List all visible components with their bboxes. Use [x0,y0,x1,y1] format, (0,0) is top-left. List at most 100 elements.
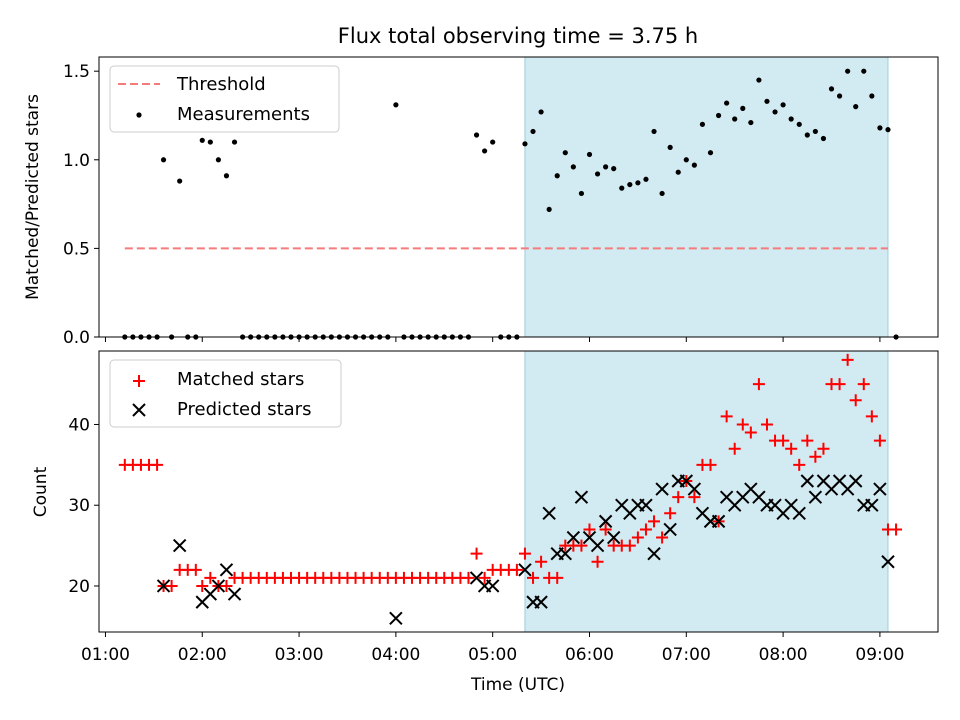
predicted-star-point [800,474,815,488]
count-panel: 20 30 40 01:00 02:00 03:00 04:00 05:00 06:00 07:0… [31,350,939,695]
matched-star-point [841,353,854,366]
matched-star-point [809,450,822,463]
measurement-point [207,139,213,145]
ratio-y-tick-label: 1.5 [63,62,90,82]
matched-star-point [220,579,233,592]
matched-star-point [535,555,548,568]
measurement-point [393,102,399,108]
count-x-axis-label: Time (UTC) [470,675,565,695]
predicted-star-point [485,579,500,593]
matched-star-point [151,458,164,471]
measurement-point [667,144,673,150]
ratio-observing-window [524,56,889,338]
legend-measurements-label: Measurements [177,104,310,125]
predicted-star-point [647,546,661,561]
count-x-tick-label: 02:00 [178,645,227,665]
predicted-star-point [156,579,171,593]
matched-star-point [720,410,733,423]
legend-threshold-label: Threshold [176,74,266,95]
matched-star-point [833,378,846,391]
measurement-point [828,86,835,92]
ratio-y-tick-label: 0.5 [63,239,90,259]
matched-star-point [801,434,814,447]
predicted-star-point [663,522,677,537]
ratio-legend-box [109,65,340,133]
matched-star-point [648,515,661,528]
measurement-point [603,164,609,170]
measurement-point [570,164,576,170]
measurement-point [756,77,762,83]
measurement-point [522,141,528,147]
measurement-point [635,180,641,186]
matched-star-point [631,531,644,544]
measurement-point [675,169,681,175]
ratio-y-axis-label: Matched/Predicted stars [23,94,43,300]
measurement-point [820,135,827,142]
predicted-star-point [534,595,548,609]
measurement-point [796,121,802,127]
matched-star-point [744,426,757,439]
matched-star-point [165,579,178,592]
figure-title: Flux total observing time = 3.75 h [338,24,698,48]
measurement-point [586,151,593,158]
matched-star-point [189,563,202,576]
matched-star-point [728,442,741,455]
measurement-point [231,139,238,145]
predicted-star-point [639,498,653,512]
count-y-tick-label: 30 [68,496,90,516]
predicted-star-point [219,563,234,577]
measurement-point [877,125,883,131]
measurement-point [643,176,649,182]
predicted-star-point [687,482,702,496]
count-x-tick-label: 03:00 [275,645,324,665]
predicted-star-point [808,490,823,504]
measurement-point [562,150,568,156]
count-panel-frame [98,350,939,633]
predicted-star-point [574,490,589,504]
predicted-star-point [211,579,226,593]
predicted-star-point [542,506,556,521]
measurement-point [715,112,722,119]
count-x-tick-label: 05:00 [468,645,517,665]
ratio-y-tick-label: 1.0 [63,151,90,171]
measurement-point [740,105,746,111]
count-y-tick-label: 40 [68,415,90,435]
matched-star-point [591,555,604,568]
count-y-axis-label: Count [31,466,51,517]
measurement-point [546,206,552,213]
measurement-point [538,109,544,115]
matched-star-point [777,434,790,447]
measurement-point [853,104,859,110]
matched-star-point [599,523,612,536]
matched-star-point [575,539,588,552]
measurement-point [627,181,633,188]
matched-star-point [510,563,523,576]
measurement-point [611,166,617,172]
measurement-point [812,128,818,135]
predicted-star-point [606,530,621,545]
measurement-point [683,157,689,163]
measurement-point [199,137,205,143]
measurement-point [772,109,778,115]
measurement-point [619,185,625,191]
matched-star-point [518,547,531,560]
predicted-star-point [558,546,572,561]
matched-star-point [527,571,540,584]
predicted-star-point [518,563,532,577]
matched-star-point [204,571,217,584]
measurement-point [482,148,488,154]
count-x-tick-label: 09:00 [855,645,904,665]
measurement-point [764,98,770,104]
ratio-panel-frame [98,56,939,338]
measurement-point [732,116,738,122]
matched-star-point [785,442,798,455]
count-x-tick-label: 07:00 [662,645,711,665]
measurement-point [490,139,496,145]
predicted-star-point [227,587,242,601]
predicted-star-point [711,514,726,529]
matched-star-point [736,418,749,431]
measurement-point [885,127,891,133]
measurement-point [707,150,714,156]
predicted-star-point [792,506,806,521]
